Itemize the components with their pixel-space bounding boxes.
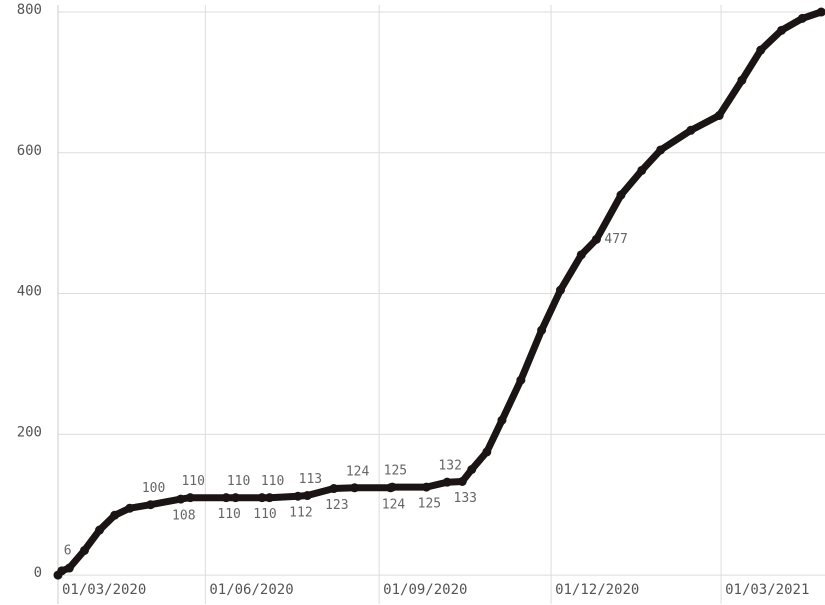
data-label: 125 [418, 497, 441, 512]
data-label: 125 [384, 464, 407, 479]
data-point [482, 447, 492, 457]
data-point [221, 493, 231, 503]
y-tick-label: 400 [17, 284, 42, 300]
x-tick-label: 01/12/2020 [555, 582, 639, 598]
data-point [257, 493, 267, 503]
data-point [637, 165, 647, 175]
data-label: 6 [64, 543, 72, 558]
data-point [387, 482, 397, 492]
y-tick-label: 600 [17, 143, 42, 159]
data-point [185, 493, 195, 503]
data-point [516, 375, 526, 385]
data-point [293, 491, 303, 501]
data-point [95, 525, 105, 535]
data-point [797, 13, 807, 23]
data-point [497, 415, 507, 425]
data-point [467, 465, 477, 475]
data-point [714, 110, 724, 120]
data-label: 108 [172, 509, 195, 524]
data-point [537, 325, 547, 335]
data-point [350, 483, 360, 493]
data-point [816, 7, 825, 17]
data-label: 110 [217, 507, 240, 522]
data-point [125, 503, 135, 513]
x-tick-label: 01/03/2020 [62, 582, 146, 598]
data-point [591, 234, 601, 244]
data-point [231, 493, 241, 503]
data-point [176, 494, 186, 504]
data-label: 132 [438, 459, 461, 474]
data-label: 123 [325, 498, 348, 513]
data-point [737, 75, 747, 85]
data-point [146, 500, 156, 510]
data-point [57, 566, 67, 576]
data-point [442, 477, 452, 487]
data-point [302, 491, 312, 501]
data-label: 113 [299, 472, 322, 487]
data-point [64, 563, 74, 573]
y-tick-label: 200 [17, 424, 42, 440]
x-tick-label: 01/03/2021 [725, 582, 809, 598]
data-label: 110 [261, 474, 284, 489]
data-label: 124 [346, 464, 370, 479]
data-point [656, 145, 666, 155]
data-point [457, 476, 467, 486]
data-point [576, 250, 586, 260]
data-label: 124 [382, 497, 406, 512]
x-tick-label: 01/06/2020 [209, 582, 293, 598]
x-tick-label: 01/09/2020 [383, 582, 467, 598]
y-tick-label: 0 [34, 565, 42, 581]
data-label: 112 [289, 506, 312, 521]
data-point [265, 493, 275, 503]
data-point [110, 510, 120, 520]
data-label: 110 [227, 474, 250, 489]
data-point [556, 285, 566, 295]
data-label: 100 [142, 481, 165, 496]
data-point [616, 190, 626, 200]
data-label: 133 [454, 491, 477, 506]
data-label: 477 [604, 232, 627, 247]
data-point [329, 484, 339, 494]
data-point [686, 125, 696, 135]
data-point [79, 545, 89, 555]
data-point [777, 25, 787, 35]
data-label: 110 [181, 474, 204, 489]
y-tick-label: 800 [17, 2, 42, 18]
data-point [421, 482, 431, 492]
data-point [756, 45, 766, 55]
data-label: 110 [253, 507, 276, 522]
